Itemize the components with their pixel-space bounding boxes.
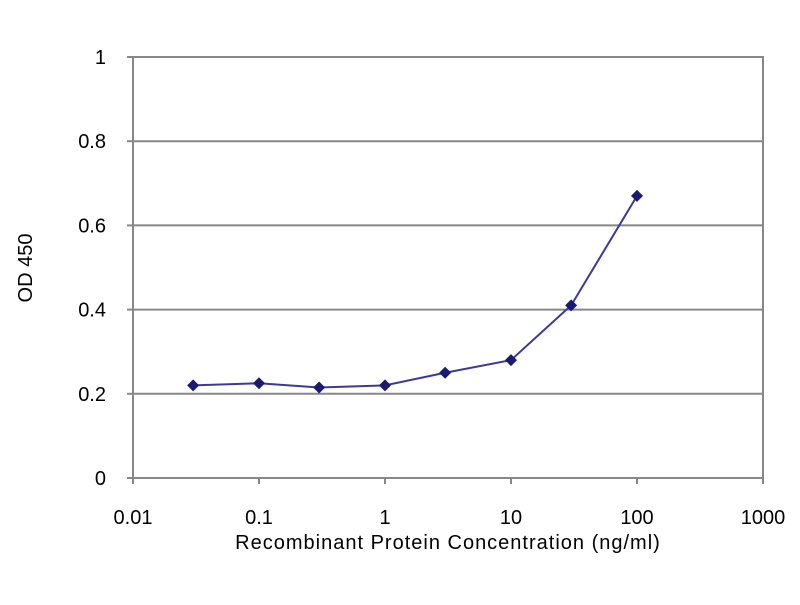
y-tick-label: 0.4	[78, 300, 106, 322]
series-line	[193, 195, 638, 389]
x-axis-label: Recombinant Protein Concentration (ng/ml…	[235, 532, 661, 554]
y-axis-label: OD 450	[15, 234, 37, 303]
x-tick-label: 1000	[741, 507, 786, 529]
series	[187, 189, 643, 394]
x-tick-labels: 0.01 0.1 1 10 100 1000	[114, 507, 786, 529]
y-tick-label: 0.2	[78, 384, 106, 406]
data-point	[313, 381, 326, 394]
x-tick-label: 0.1	[245, 507, 273, 529]
data-point	[505, 354, 517, 367]
plot-area	[132, 56, 764, 479]
x-tick-label: 100	[620, 507, 653, 529]
x-tick-label: 0.01	[114, 507, 153, 529]
y-tick-label: 0.6	[78, 215, 106, 237]
x-tick-label: 10	[500, 507, 522, 529]
y-tick-label: 1	[95, 47, 106, 69]
data-point	[187, 379, 200, 392]
data-point	[439, 366, 452, 379]
gridlines	[127, 56, 764, 484]
y-tick-label: 0	[95, 468, 106, 490]
data-point	[565, 299, 578, 312]
data-point	[253, 377, 265, 390]
data-point	[379, 379, 391, 392]
y-tick-label: 0.8	[78, 131, 106, 153]
data-point	[631, 189, 643, 202]
y-tick-labels: 0 0.2 0.4 0.6 0.8 1	[78, 47, 106, 490]
x-tick-label: 1	[379, 507, 390, 529]
